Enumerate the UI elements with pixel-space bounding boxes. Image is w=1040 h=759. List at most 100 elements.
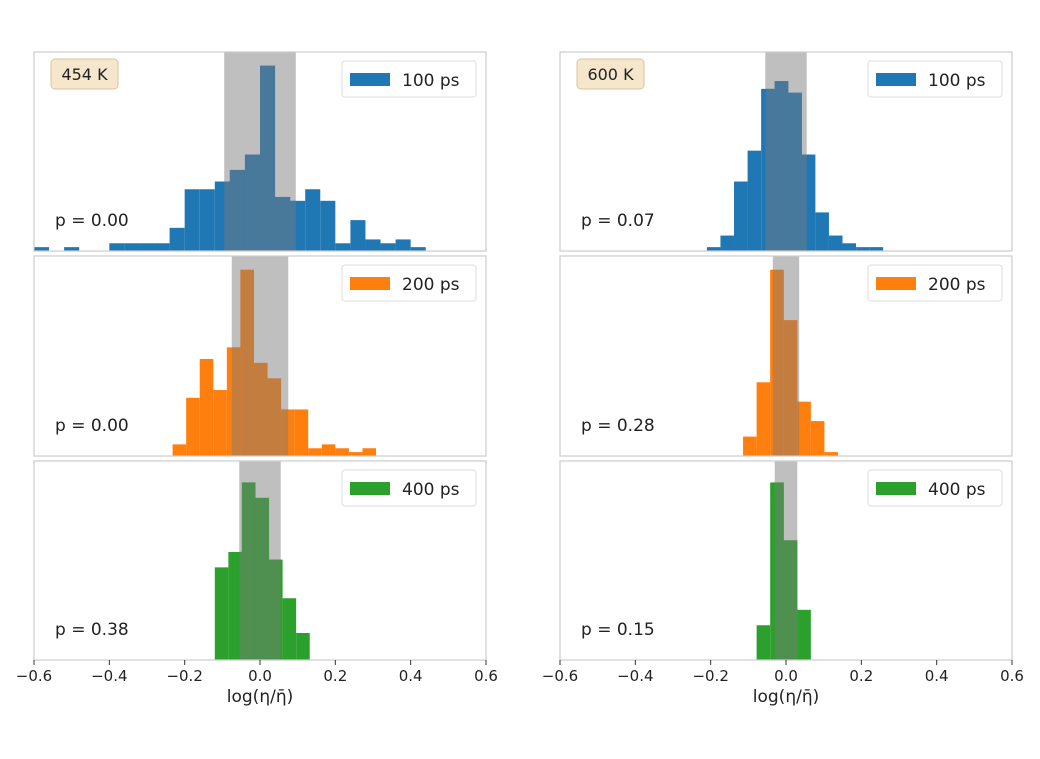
- histogram-bar-overlap: [783, 540, 798, 660]
- histogram-bar-overlap: [797, 401, 800, 456]
- histogram-bar: [734, 181, 748, 251]
- histogram-bar-overlap: [229, 169, 245, 251]
- legend-box: [341, 469, 477, 507]
- x-axis-label: log(η/η̄): [753, 687, 819, 707]
- histogram-bar: [743, 436, 757, 456]
- histogram-bar-overlap: [290, 200, 296, 251]
- histogram-bar: [797, 609, 811, 660]
- legend-box: [867, 60, 1003, 98]
- legend-label: 100 ps: [402, 71, 460, 91]
- histogram-bar-overlap: [260, 65, 276, 251]
- legend-swatch: [350, 277, 390, 290]
- histogram-bar: [282, 598, 297, 660]
- legend-label: 400 ps: [402, 480, 460, 500]
- histogram-bar-overlap: [255, 497, 270, 660]
- histogram-bar-overlap: [801, 154, 807, 251]
- x-tick-label: 0.0: [248, 667, 272, 685]
- histogram-bar: [199, 359, 214, 456]
- histogram-bar: [64, 247, 80, 251]
- histogram-bar: [720, 235, 735, 251]
- x-tick-label: −0.4: [617, 667, 653, 685]
- histogram-bar: [335, 243, 351, 251]
- x-tick-label: −0.6: [542, 667, 578, 685]
- histogram-bar: [869, 247, 884, 251]
- p-value-label: p = 0.38: [55, 620, 129, 640]
- panel-6: 400 ps p = 0.15: [559, 460, 1013, 661]
- panel-frame: [559, 255, 1013, 457]
- panel-frame: [33, 255, 487, 457]
- x-tick-label: −0.2: [166, 667, 202, 685]
- histogram-bar-overlap: [774, 81, 789, 251]
- histogram-bar: [308, 448, 322, 456]
- legend-box: [867, 469, 1003, 507]
- x-tick-label: 0.0: [774, 667, 798, 685]
- histogram-bar: [169, 227, 185, 251]
- histogram-bar: [34, 247, 50, 251]
- legend-box: [867, 264, 1003, 302]
- legend-swatch: [350, 482, 390, 495]
- temperature-label: 454 K: [61, 65, 108, 84]
- histogram-bar-overlap: [275, 196, 291, 251]
- histogram-bar-overlap: [269, 559, 281, 660]
- histogram-bar: [213, 390, 227, 456]
- p-value-label: p = 0.00: [55, 416, 129, 436]
- histogram-bar: [320, 200, 336, 251]
- p-value-label: p = 0.15: [581, 620, 655, 640]
- histogram-bar: [124, 243, 140, 251]
- p-value-label: p = 0.00: [55, 211, 129, 231]
- x-tick-label: 0.6: [474, 667, 498, 685]
- histogram-bar: [199, 189, 215, 251]
- histogram-bar: [842, 243, 857, 251]
- histogram-bar: [321, 444, 336, 456]
- panel-frame: [33, 51, 487, 252]
- histogram-bar-overlap: [224, 181, 230, 251]
- histogram-bar: [747, 150, 762, 251]
- x-tick-label: −0.2: [692, 667, 728, 685]
- histogram-bar: [856, 247, 870, 251]
- histogram-bar: [214, 567, 229, 660]
- histogram-bar: [184, 189, 200, 251]
- histogram-bar-overlap: [783, 320, 798, 456]
- histogram-bar: [797, 401, 811, 456]
- panel-1: 100 ps 454 K p = 0.00: [33, 51, 487, 252]
- histogram-bar: [410, 247, 426, 251]
- histogram-bar: [756, 382, 771, 456]
- histogram-bar: [380, 243, 396, 251]
- x-tick-label: −0.4: [91, 667, 127, 685]
- histogram-bar: [824, 452, 838, 456]
- histogram-bar: [305, 189, 321, 251]
- histogram-bar: [756, 625, 771, 660]
- legend-swatch: [876, 73, 916, 86]
- histogram-bar-overlap: [774, 482, 784, 660]
- histogram-bar-overlap: [765, 88, 775, 251]
- legend-swatch: [876, 277, 916, 290]
- histogram-bar: [186, 397, 200, 456]
- panel-4: 200 ps p = 0.28: [559, 255, 1013, 457]
- x-tick-label: 0.2: [323, 667, 347, 685]
- x-tick-label: −0.6: [16, 667, 52, 685]
- temperature-badge: [50, 58, 119, 90]
- x-tick-label: 0.4: [399, 667, 423, 685]
- histogram-bar-overlap: [772, 269, 784, 456]
- histogram-bar: [335, 448, 349, 456]
- histogram-bar-overlap: [788, 92, 802, 252]
- legend-label: 100 ps: [928, 71, 986, 91]
- histogram-bar-overlap: [240, 269, 254, 456]
- panel-5: 400 ps p = 0.38: [33, 460, 487, 661]
- histogram-bar: [362, 448, 377, 456]
- x-tick-label: 0.4: [925, 667, 949, 685]
- histogram-bar: [815, 212, 829, 251]
- legend-label: 200 ps: [928, 275, 986, 295]
- histogram-bar-overlap: [231, 347, 241, 456]
- histogram-bar: [228, 551, 242, 660]
- histogram-bar: [828, 235, 843, 251]
- legend-swatch: [876, 482, 916, 495]
- histogram-bar: [350, 220, 366, 251]
- p-value-label: p = 0.07: [581, 211, 655, 231]
- histogram-bar-overlap: [253, 362, 268, 456]
- histogram-bar-overlap: [281, 409, 289, 456]
- histogram-bar: [810, 421, 825, 456]
- histogram-bar: [172, 444, 187, 456]
